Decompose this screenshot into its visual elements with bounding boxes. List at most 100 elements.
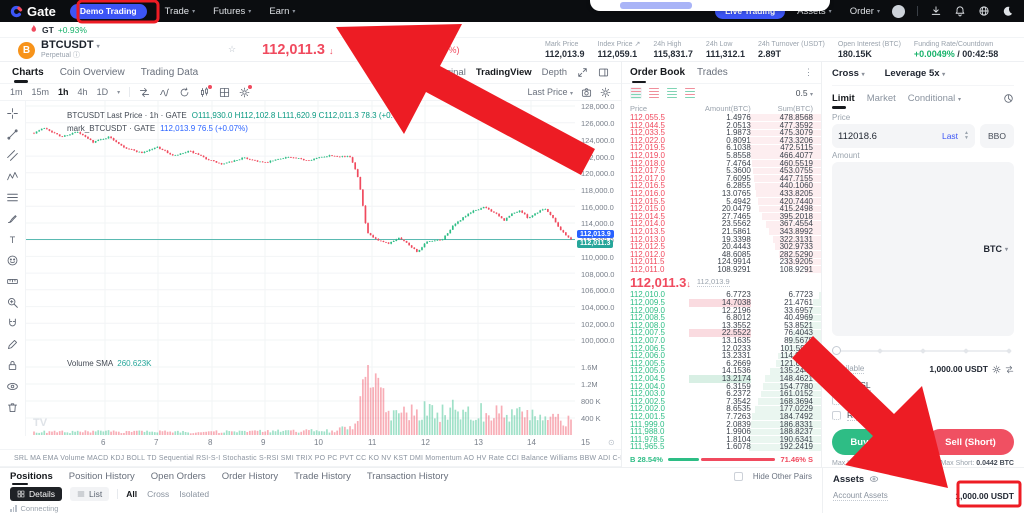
axis-settings-icon[interactable]: ⊙ — [608, 438, 615, 448]
ask-row[interactable]: 112,011.5 124.9914 233.9205 — [622, 258, 821, 266]
tab-trade-history[interactable]: Trade History — [294, 471, 351, 482]
ask-row[interactable]: 112,044.5 2.0513 477.3592 — [622, 121, 821, 130]
amount-slider[interactable] — [832, 342, 1014, 360]
gate-logo[interactable]: Gate — [10, 4, 56, 19]
view-depth[interactable]: Depth — [541, 66, 567, 78]
ask-row[interactable]: 112,018.0 7.4764 460.5519 — [622, 159, 821, 168]
view-split-icon[interactable] — [684, 87, 696, 99]
view-tradingview[interactable]: TradingView — [475, 66, 532, 78]
price-stepper[interactable]: ▲ ▼ — [964, 130, 969, 141]
tab-open-orders[interactable]: Open Orders — [150, 471, 206, 482]
checkbox[interactable] — [733, 472, 743, 481]
filter-all[interactable]: All — [126, 489, 138, 499]
zoom-tool-icon[interactable] — [6, 296, 19, 309]
edit-tool-icon[interactable] — [6, 338, 19, 351]
ask-row[interactable]: 112,019.0 5.8558 466.4077 — [622, 152, 821, 160]
indicators-icon[interactable] — [159, 87, 170, 98]
trendline-tool-icon[interactable] — [6, 128, 19, 141]
hide-other-pairs-checkbox[interactable]: Hide Other Pairs — [733, 472, 812, 481]
candle-style-icon[interactable] — [199, 84, 213, 98]
ask-row[interactable]: 112,016.0 13.0765 433.8205 — [622, 190, 821, 198]
search-popup[interactable] — [590, 0, 830, 11]
bid-row[interactable]: 112,008.0 13.3552 53.8521 — [622, 322, 821, 330]
download-icon[interactable] — [930, 5, 942, 17]
option-tp-sl[interactable]: TP/SL — [832, 378, 1014, 393]
amount-input[interactable]: BTC ▾ — [832, 162, 1014, 336]
refresh-icon[interactable] — [179, 87, 190, 98]
precision-selector[interactable]: 0.5 ▾ — [795, 88, 813, 98]
text-tool-icon[interactable]: T — [6, 233, 19, 246]
tab-charts[interactable]: Charts — [12, 62, 44, 83]
price-source-selector[interactable]: Last Price ▾ — [527, 87, 573, 98]
timeframe-1h[interactable]: 1h — [58, 87, 69, 98]
unit-selector[interactable]: BTC ▾ — [983, 244, 1008, 254]
eye-tool-icon[interactable] — [6, 380, 19, 393]
demo-trading-button[interactable]: Demo Trading — [69, 3, 147, 19]
price-input[interactable]: 112018.6 Last ▲ ▼ — [832, 124, 975, 148]
visibility-eye-icon[interactable] — [869, 474, 879, 484]
gt-symbol[interactable]: GT — [42, 24, 54, 35]
language-globe-icon[interactable] — [978, 5, 990, 17]
ask-row[interactable]: 112,022.0 0.8091 473.3206 — [622, 136, 821, 145]
buy-long-button[interactable]: Buy (Long) — [832, 429, 919, 455]
ask-row[interactable]: 112,011.0 108.9291 108.9291 — [622, 266, 821, 274]
orderbook-mid-price[interactable]: 112,011.3↓ 112,013.9 — [630, 274, 730, 290]
bid-row[interactable]: 112,008.5 6.8012 40.4969 — [622, 314, 821, 322]
bid-row[interactable]: 112,009.0 12.2196 33.6957 — [622, 306, 821, 315]
tab-trading-data[interactable]: Trading Data — [140, 66, 199, 78]
nav-menu-assets[interactable]: Assets ▾ — [797, 5, 832, 17]
tab-order-history[interactable]: Order History — [221, 471, 279, 482]
slider-handle[interactable] — [832, 346, 841, 355]
panel-layout-icon[interactable] — [598, 67, 609, 78]
camera-icon[interactable] — [581, 87, 592, 98]
filter-cross[interactable]: Cross — [147, 489, 170, 499]
tab-market[interactable]: Market — [866, 92, 896, 104]
tab-position-history[interactable]: Position History — [68, 471, 135, 482]
magnet-tool-icon[interactable] — [6, 317, 19, 330]
checkbox[interactable] — [832, 411, 841, 420]
bbo-button[interactable]: BBO — [980, 124, 1014, 148]
margin-gear-icon[interactable] — [992, 365, 1001, 374]
filter-isolated[interactable]: Isolated — [179, 489, 210, 499]
tab-limit[interactable]: Limit — [832, 92, 855, 109]
timeframe-15m[interactable]: 15m — [31, 87, 50, 98]
sell-short-button[interactable]: Sell (Short) — [927, 429, 1014, 455]
avatar[interactable] — [892, 4, 905, 18]
margin-mode-selector[interactable]: Cross ▾ — [832, 68, 865, 79]
checkbox[interactable] — [832, 381, 841, 390]
timeframe-more-icon[interactable]: ▾ — [117, 89, 121, 96]
transfer-icon[interactable] — [1005, 365, 1014, 374]
expand-icon[interactable] — [577, 67, 588, 78]
more-menu-icon[interactable]: ⋮ — [804, 67, 813, 77]
tab-conditional[interactable]: Conditional ▾ — [907, 92, 961, 104]
timeframe-4h[interactable]: 4h — [77, 87, 88, 98]
ask-row[interactable]: 112,055.5 1.4976 478.8568 — [622, 114, 821, 122]
tab-order-book[interactable]: Order Book — [630, 62, 685, 83]
fib-tool-icon[interactable] — [6, 191, 19, 204]
nav-menu-futures[interactable]: Futures ▾ — [213, 5, 252, 17]
ask-row[interactable]: 112,013.5 21.5861 343.8992 — [622, 228, 821, 236]
price-chart[interactable]: BTCUSDT Last Price · 1h · GATE O111,930.0… — [26, 101, 575, 437]
leverage-selector[interactable]: Leverage 5x ▾ — [884, 68, 946, 79]
last-price-link[interactable]: Last — [941, 131, 959, 141]
nav-menu-order[interactable]: Order ▾ — [849, 5, 880, 17]
compare-icon[interactable] — [139, 87, 150, 98]
settings-gear-icon[interactable] — [600, 87, 611, 98]
pair-selector[interactable]: B BTCUSDT ▾ Perpetual ⓘ — [18, 40, 100, 60]
tab-trades[interactable]: Trades — [697, 67, 728, 78]
time-axis[interactable]: 6 7 8 9 10 11 12 13 14 15 ⊙ — [0, 436, 621, 451]
lock-tool-icon[interactable] — [6, 359, 19, 372]
view-bids-only-icon[interactable] — [666, 87, 678, 99]
ask-row[interactable]: 112,016.5 6.2855 440.1060 — [622, 182, 821, 190]
option-reduce-only[interactable]: Reduce-Only — [832, 408, 1014, 423]
chart-settings-icon[interactable] — [239, 84, 253, 98]
ask-row[interactable]: 112,033.5 1.9873 475.3079 — [622, 129, 821, 137]
view-asks-only-icon[interactable] — [648, 87, 660, 99]
timeframe-1m[interactable]: 1m — [10, 87, 23, 98]
ask-row[interactable]: 112,013.0 19.3398 322.3131 — [622, 235, 821, 244]
tab-transaction-history[interactable]: Transaction History — [366, 471, 449, 482]
list-toggle[interactable]: List — [69, 487, 110, 501]
ask-row[interactable]: 112,019.5 6.1038 472.5115 — [622, 144, 821, 152]
brush-tool-icon[interactable] — [6, 212, 19, 225]
channel-tool-icon[interactable] — [6, 149, 19, 162]
